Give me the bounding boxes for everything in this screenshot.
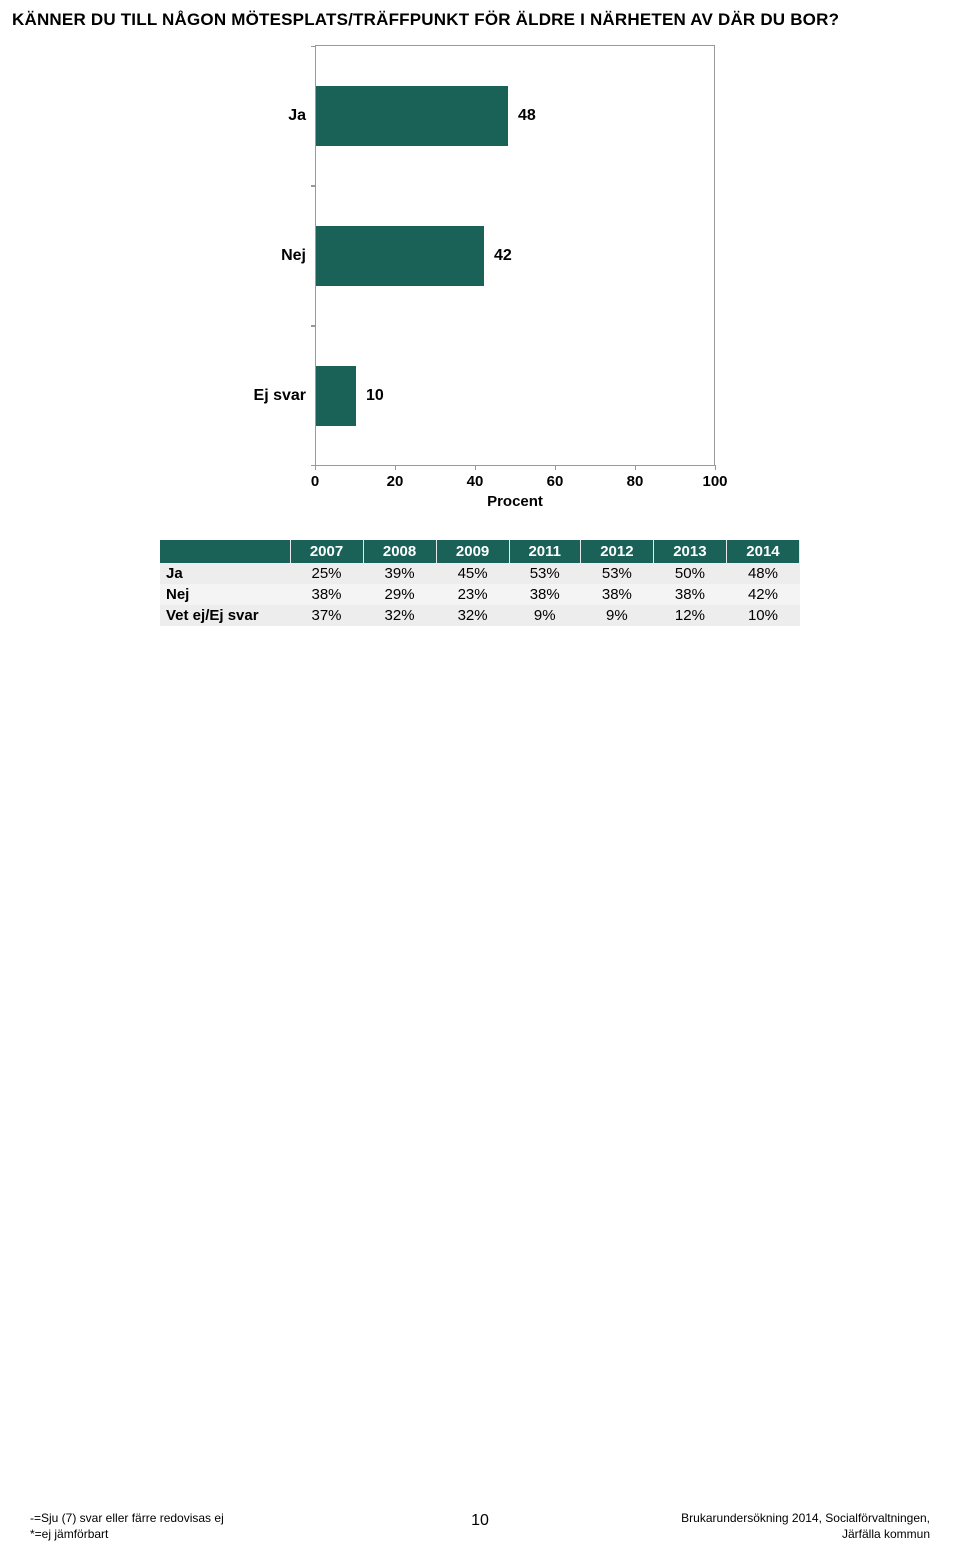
table-header: 2011 [509,540,580,563]
table-cell: 38% [290,584,363,605]
table-cell: 45% [436,563,509,584]
table-row: Ja25%39%45%53%53%50%48% [160,563,800,584]
table-cell: 37% [290,605,363,626]
table-cell: 9% [509,605,580,626]
table-cell: 23% [436,584,509,605]
table-header-row: 2007 2008 2009 2011 2012 2013 2014 [160,540,800,563]
x-tick-label: 40 [467,473,484,490]
x-tick [635,465,636,470]
table-cell: 32% [363,605,436,626]
table-header [160,540,290,563]
table-header: 2009 [436,540,509,563]
table-cell: 42% [726,584,799,605]
x-tick-label: 80 [627,473,644,490]
footer-source: Brukarundersökning 2014, Socialförvaltni… [681,1510,930,1526]
bar [316,86,508,146]
table-cell: Vet ej/Ej svar [160,605,290,626]
bar [316,226,484,286]
table-header: 2008 [363,540,436,563]
chart-area: Ja 48 Nej 42 Ej svar 10 020406080100 Pro… [215,45,765,495]
chart-plot: Ja 48 Nej 42 Ej svar 10 [315,45,715,465]
x-tick [475,465,476,470]
table-row: Nej38%29%23%38%38%38%42% [160,584,800,605]
table-cell: 39% [363,563,436,584]
x-tick-label: 60 [547,473,564,490]
x-tick-label: 0 [311,473,319,490]
bar-label: Nej [216,226,306,286]
table-cell: 32% [436,605,509,626]
x-tick [315,465,316,470]
table-cell: 25% [290,563,363,584]
bar-value: 48 [508,86,536,146]
table-cell: 9% [580,605,653,626]
table-cell: Nej [160,584,290,605]
bar-label: Ej svar [216,366,306,426]
data-table: 2007 2008 2009 2011 2012 2013 2014 Ja25%… [160,540,800,626]
table-header: 2007 [290,540,363,563]
bar-label: Ja [216,86,306,146]
table-cell: 38% [509,584,580,605]
bar-value: 42 [484,226,512,286]
bar-chart: Ja 48 Nej 42 Ej svar 10 020406080100 Pro… [215,45,765,495]
x-tick [395,465,396,470]
bar [316,366,356,426]
bar-value: 10 [356,366,384,426]
x-tick-label: 20 [387,473,404,490]
table-cell: 10% [726,605,799,626]
page-title: KÄNNER DU TILL NÅGON MÖTESPLATS/TRÄFFPUN… [12,10,839,30]
table-cell: 53% [509,563,580,584]
x-tick [715,465,716,470]
table-header: 2014 [726,540,799,563]
table-cell: 38% [653,584,726,605]
x-tick [555,465,556,470]
table-header: 2013 [653,540,726,563]
footer-source: Järfälla kommun [681,1526,930,1542]
table-cell: 12% [653,605,726,626]
table-cell: 38% [580,584,653,605]
x-axis [315,465,715,466]
table-cell: 53% [580,563,653,584]
table-row: Vet ej/Ej svar37%32%32%9%9%12%10% [160,605,800,626]
table-cell: Ja [160,563,290,584]
table-cell: 48% [726,563,799,584]
x-axis-title: Procent [315,493,715,510]
footer-right: Brukarundersökning 2014, Socialförvaltni… [681,1510,930,1542]
table-header: 2012 [580,540,653,563]
x-tick-label: 100 [702,473,727,490]
table-cell: 29% [363,584,436,605]
table-cell: 50% [653,563,726,584]
